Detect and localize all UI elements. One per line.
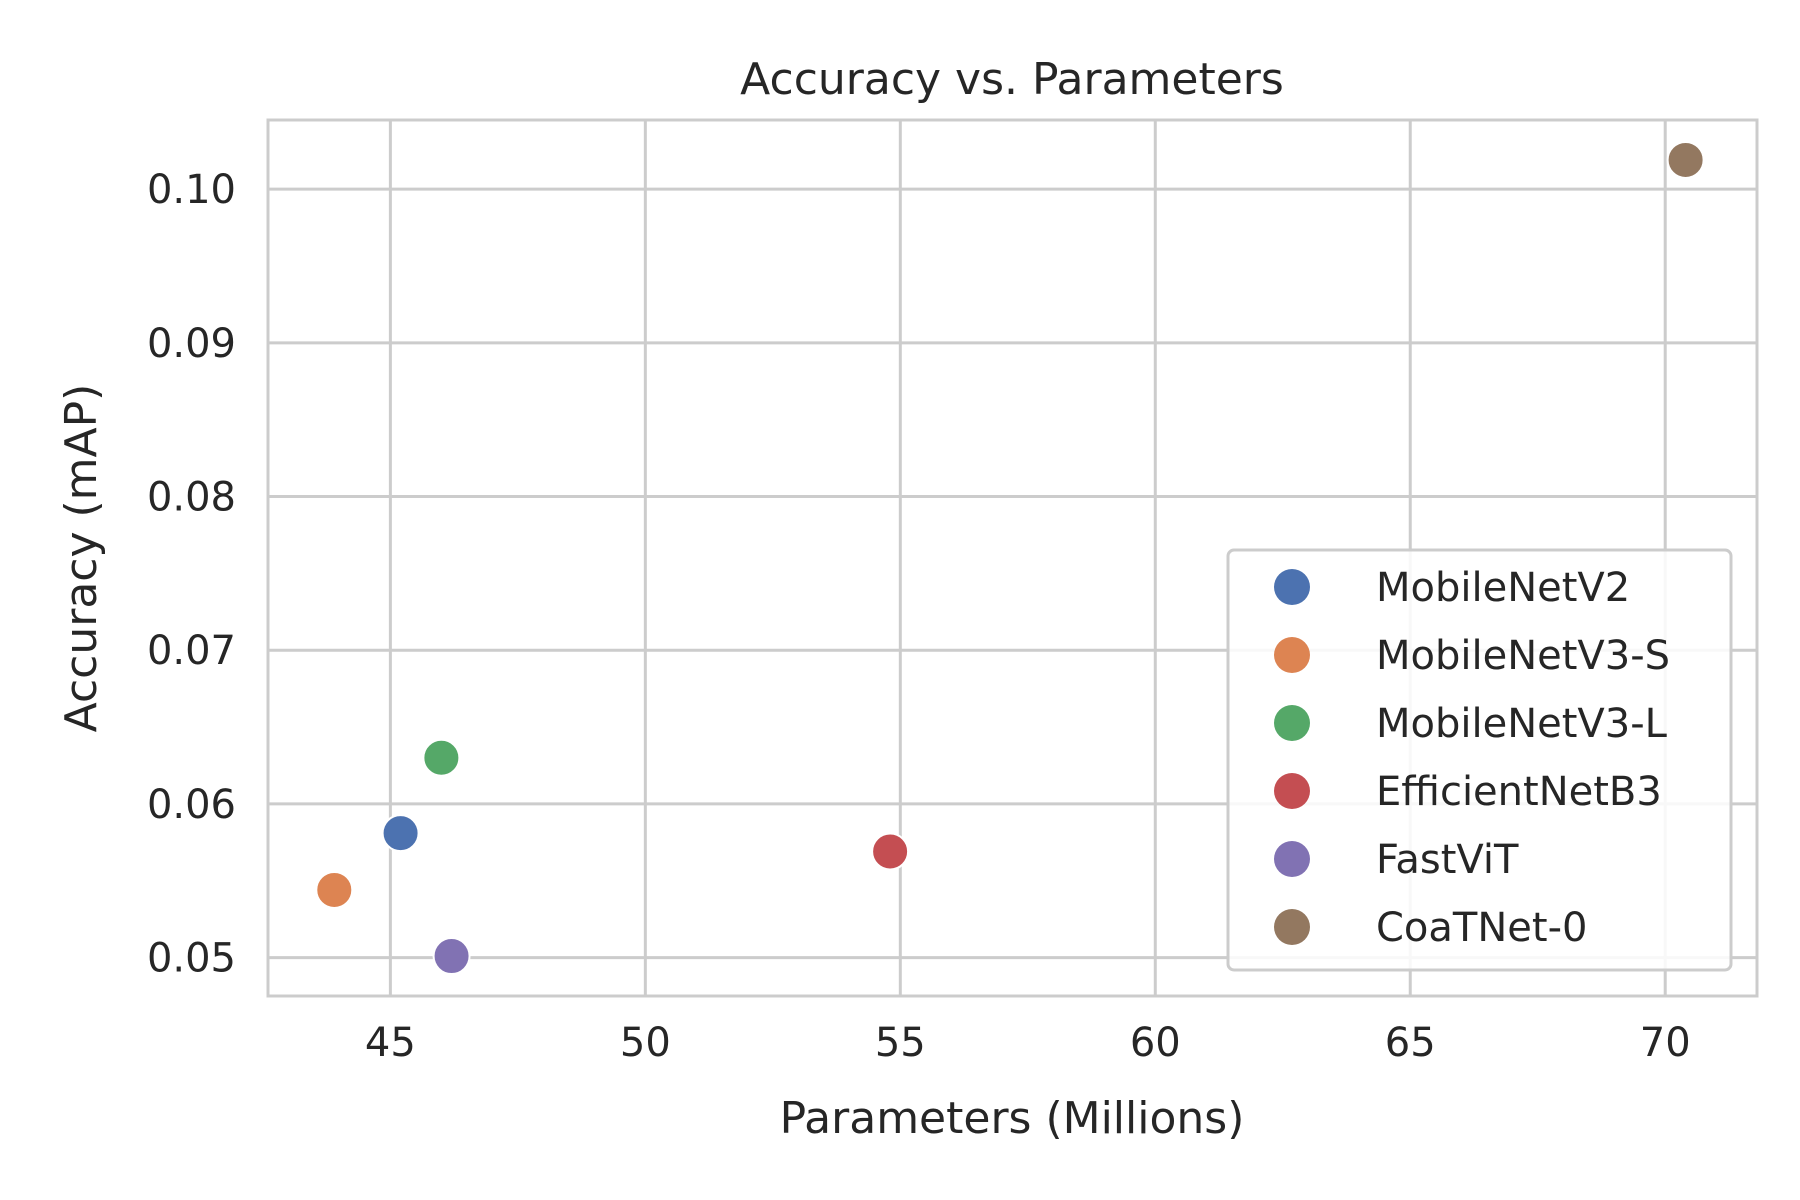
y-tick-label: 0.07 <box>147 628 236 674</box>
data-point <box>1666 140 1705 179</box>
y-tick-label: 0.09 <box>147 321 236 367</box>
data-point <box>315 870 354 909</box>
y-tick-label: 0.08 <box>147 475 236 521</box>
data-points <box>315 140 1705 976</box>
y-tick-label: 0.06 <box>147 782 236 828</box>
legend-marker <box>1274 637 1310 673</box>
x-axis-label: Parameters (Millions) <box>780 1093 1245 1144</box>
legend-label: MobileNetV3-S <box>1376 633 1670 679</box>
legend-box <box>1226 548 1733 972</box>
data-point <box>432 937 471 976</box>
legend-marker <box>1274 841 1310 877</box>
legend-items: MobileNetV2 MobileNetV3-S MobileNetV3-L Eff… <box>1274 565 1670 951</box>
legend-label: MobileNetV2 <box>1376 565 1630 611</box>
legend-label: EfficientNetB3 <box>1376 769 1662 815</box>
chart-title: Accuracy vs. Parameters <box>740 54 1284 105</box>
y-tick-label: 0.10 <box>147 167 236 213</box>
data-point <box>871 832 910 871</box>
legend-label: CoaTNet-0 <box>1376 905 1587 951</box>
y-axis-label: Accuracy (mAP) <box>56 384 107 733</box>
tick-labels: 45 50 55 60 65 70 0.05 0.06 0.07 0.08 0.09 0.10 <box>147 167 1691 1066</box>
x-tick-label: 50 <box>620 1020 671 1066</box>
legend-marker <box>1274 705 1310 741</box>
x-tick-label: 65 <box>1385 1020 1436 1066</box>
plot-frame <box>266 118 1759 998</box>
legend-label: FastViT <box>1376 837 1519 883</box>
data-point <box>381 814 420 853</box>
x-tick-label: 60 <box>1130 1020 1181 1066</box>
legend-marker <box>1274 773 1310 809</box>
x-tick-label: 55 <box>875 1020 926 1066</box>
legend-marker <box>1274 909 1310 945</box>
data-point <box>422 738 461 777</box>
x-tick-label: 70 <box>1640 1020 1691 1066</box>
legend-label: MobileNetV3-L <box>1376 701 1668 747</box>
y-tick-label: 0.05 <box>147 936 236 982</box>
legend-marker <box>1274 569 1310 605</box>
legend: MobileNetV2 MobileNetV3-S MobileNetV3-L Eff… <box>1226 548 1733 972</box>
x-tick-label: 45 <box>365 1020 416 1066</box>
